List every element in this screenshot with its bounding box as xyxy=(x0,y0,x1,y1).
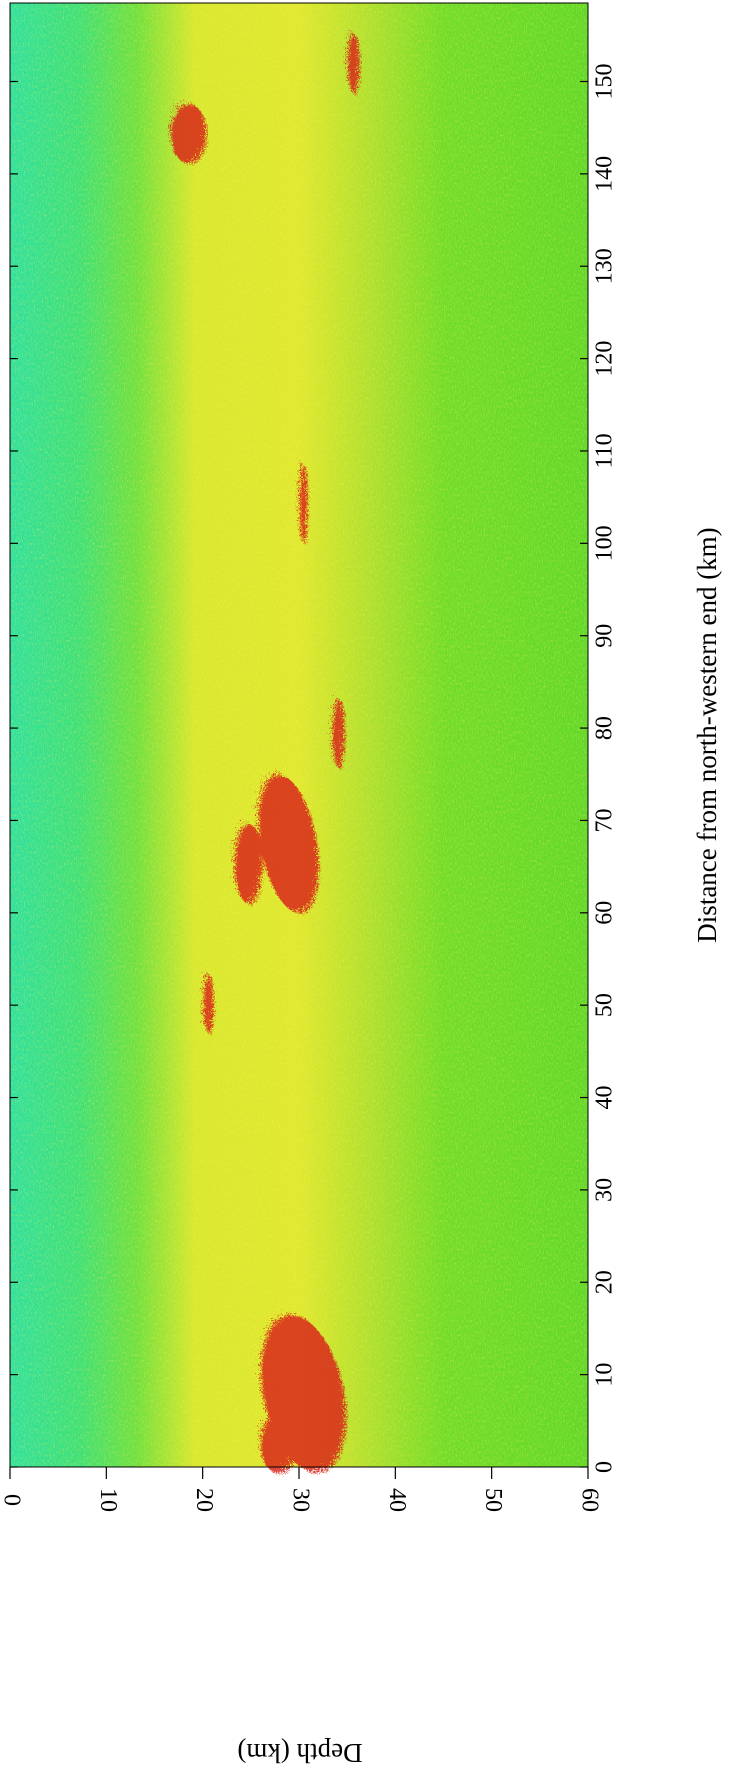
x-tick-label: 10 xyxy=(592,1363,618,1387)
seismic-image xyxy=(10,3,588,1470)
y-tick-label: 20 xyxy=(191,1488,217,1512)
x-tick-label: 30 xyxy=(592,1178,618,1202)
x-tick-label: 70 xyxy=(592,808,618,832)
y-tick-label: 30 xyxy=(287,1488,313,1512)
y-tick-label: 50 xyxy=(480,1488,506,1512)
y-axis-label: Depth (km) xyxy=(237,1738,362,1768)
x-tick-label: 80 xyxy=(592,716,618,740)
y-tick-label: 60 xyxy=(576,1488,602,1512)
x-tick-label: 90 xyxy=(592,624,618,648)
x-tick-label: 110 xyxy=(592,433,618,468)
x-tick-label: 100 xyxy=(592,525,618,561)
x-tick-label: 150 xyxy=(592,64,618,100)
x-tick-label: 40 xyxy=(592,1086,618,1110)
y-tick-label: 40 xyxy=(384,1488,410,1512)
x-tick-label: 140 xyxy=(592,156,618,192)
x-tick-label: 60 xyxy=(592,901,618,925)
x-axis-label: Distance from north-western end (km) xyxy=(692,527,722,942)
y-tick-label: 0 xyxy=(0,1494,25,1506)
x-tick-label: 20 xyxy=(592,1270,618,1294)
x-tick-label: 130 xyxy=(592,248,618,284)
x-tick-label: 50 xyxy=(592,993,618,1017)
x-tick-label: 120 xyxy=(592,341,618,377)
x-tick-label: 0 xyxy=(592,1461,618,1473)
y-tick-label: 10 xyxy=(95,1488,121,1512)
